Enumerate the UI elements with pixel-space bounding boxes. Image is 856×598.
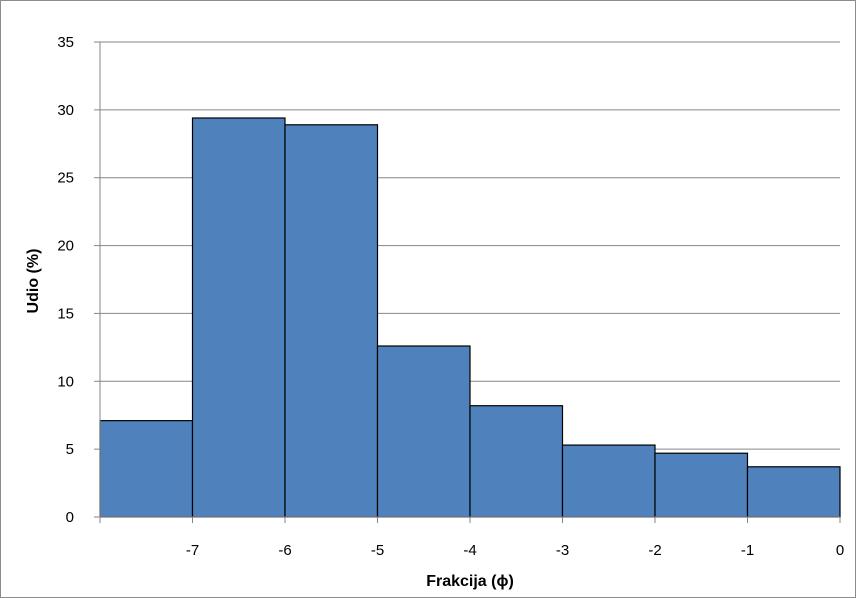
y-tick-label-5: 25: [57, 170, 74, 187]
bars: [99, 117, 841, 518]
bar-7: [746, 466, 841, 518]
y-tick-label-4: 20: [57, 238, 74, 255]
y-tick-label-1: 5: [66, 441, 74, 458]
y-tick-label-6: 30: [57, 102, 74, 119]
bar-1: [191, 117, 286, 518]
bar-3: [376, 345, 471, 518]
x-tick-label-3: -4: [463, 542, 476, 559]
y-tick-labels: 0 5 10 15 20 25 30 35: [57, 34, 74, 526]
y-tick-label-3: 15: [57, 305, 74, 322]
bar-5: [561, 444, 656, 518]
bar-2: [284, 124, 379, 518]
y-axis-title: Udio (%): [25, 249, 42, 314]
y-tick-label-7: 35: [57, 34, 74, 51]
axes: [94, 41, 841, 523]
y-tick-label-2: 10: [57, 373, 74, 390]
x-tick-label-1: -6: [278, 542, 291, 559]
x-tick-label-7: 0: [836, 542, 844, 559]
x-tick-label-2: -5: [371, 542, 384, 559]
x-tick-label-5: -2: [648, 542, 661, 559]
x-tick-label-6: -1: [741, 542, 754, 559]
bar-0: [99, 420, 194, 518]
y-tick-label-0: 0: [66, 509, 74, 526]
x-tick-label-0: -7: [186, 542, 199, 559]
bar-4: [469, 405, 564, 518]
x-tick-labels: -7 -6 -5 -4 -3 -2 -1 0: [186, 542, 844, 559]
x-tick-label-4: -3: [556, 542, 569, 559]
x-axis-title: Frakcija (ϕ): [426, 573, 514, 590]
bar-6: [654, 452, 749, 518]
